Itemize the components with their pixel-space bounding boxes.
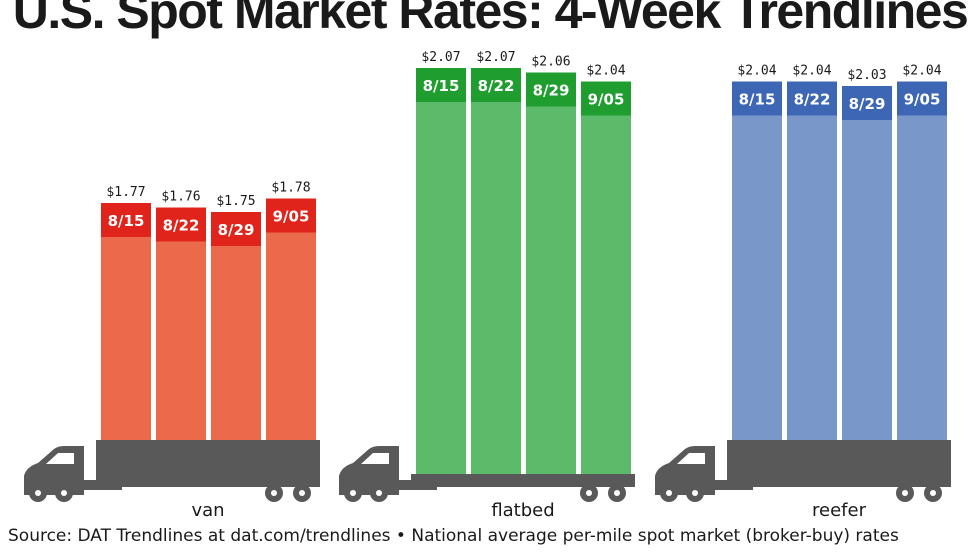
data-label: $2.07 [476, 50, 515, 65]
panel-label: reefer [812, 500, 867, 521]
bar [266, 198, 316, 440]
wheel-hub [376, 490, 382, 496]
flatbed-bar-1: $2.07 8/22 [471, 50, 521, 474]
wheel-hub [271, 490, 277, 496]
category-label: 9/05 [273, 208, 310, 226]
cab-window [46, 453, 74, 464]
bar [211, 212, 261, 440]
trailer [96, 440, 320, 487]
flatbed-bar-0: $2.07 8/15 [416, 50, 466, 474]
data-label: $2.04 [737, 64, 776, 79]
reefer-bar-1: $2.04 8/22 [787, 64, 837, 440]
category-label: 8/29 [218, 221, 255, 239]
wheel-hub [614, 490, 620, 496]
cab-window [361, 453, 389, 464]
wheel-hub [61, 490, 67, 496]
bar [101, 203, 151, 440]
data-label: $2.04 [586, 64, 625, 79]
bar [897, 81, 947, 440]
panel-flatbed: $2.07 8/15 $2.07 8/22 $2.06 8/29 $2.04 9/05 flat… [339, 50, 635, 521]
flatbed-bar-3: $2.04 9/05 [581, 64, 631, 474]
bar [732, 81, 782, 440]
reefer-truck-icon [655, 440, 951, 502]
bar-cap [897, 81, 947, 116]
data-label: $1.75 [216, 194, 255, 209]
bar [787, 81, 837, 440]
van-bar-1: $1.76 8/22 [156, 190, 206, 440]
flatbed-deck [411, 474, 635, 487]
panel-reefer: $2.04 8/15 $2.04 8/22 $2.03 8/29 $2.04 9/05 reef… [655, 64, 951, 521]
wheel-hub [902, 490, 908, 496]
category-label: 8/15 [739, 91, 776, 109]
bar [581, 81, 631, 474]
bar-cap [787, 81, 837, 116]
wheel-hub [692, 490, 698, 496]
bar-cap [266, 198, 316, 233]
category-label: 8/22 [163, 217, 200, 235]
category-label: 9/05 [904, 91, 941, 109]
wheel-hub [35, 490, 41, 496]
category-label: 9/05 [588, 91, 625, 109]
data-label: $2.06 [531, 55, 570, 70]
flatbed-truck-icon [339, 446, 635, 502]
wheel-hub [299, 490, 305, 496]
bar-cap [211, 212, 261, 246]
data-label: $1.77 [106, 185, 145, 200]
van-bar-2: $1.75 8/29 [211, 194, 261, 440]
category-label: 8/22 [794, 91, 831, 109]
panel-label: van [191, 500, 224, 521]
bar-cap [156, 207, 206, 242]
van-truck-icon [24, 440, 320, 502]
wheel-hub [930, 490, 936, 496]
wheel-hub [586, 490, 592, 496]
bar [416, 68, 466, 474]
reefer-bar-2: $2.03 8/29 [842, 68, 892, 440]
cab-window [677, 453, 705, 464]
category-label: 8/15 [423, 77, 460, 95]
data-label: $1.76 [161, 190, 200, 205]
data-label: $2.07 [421, 50, 460, 65]
bar-cap [416, 68, 466, 102]
category-label: 8/22 [478, 77, 515, 95]
trailer [727, 440, 951, 487]
data-label: $2.04 [792, 64, 831, 79]
reefer-bar-3: $2.04 9/05 [897, 64, 947, 440]
bar [842, 86, 892, 440]
wheel-hub [350, 490, 356, 496]
category-label: 8/15 [108, 212, 145, 230]
bar-cap [581, 81, 631, 116]
category-label: 8/29 [849, 95, 886, 113]
bar-cap [101, 203, 151, 237]
bar-cap [732, 81, 782, 116]
bar-cap [526, 72, 576, 107]
bar [471, 68, 521, 474]
panel-van: $1.77 8/15 $1.76 8/22 $1.75 8/29 $1.78 9/05 van [24, 181, 320, 521]
reefer-bar-0: $2.04 8/15 [732, 64, 782, 440]
data-label: $2.04 [902, 64, 941, 79]
chart-title: U.S. Spot Market Rates: 4-Week Trendline… [12, 0, 969, 39]
bar [526, 72, 576, 474]
bar-cap [471, 68, 521, 102]
bar-cap [842, 86, 892, 120]
panel-label: flatbed [491, 500, 554, 521]
data-label: $2.03 [847, 68, 886, 83]
flatbed-bar-2: $2.06 8/29 [526, 55, 576, 474]
van-bar-0: $1.77 8/15 [101, 185, 151, 440]
bar [156, 207, 206, 440]
source-note: Source: DAT Trendlines at dat.com/trendl… [8, 526, 899, 546]
wheel-hub [666, 490, 672, 496]
van-bar-3: $1.78 9/05 [266, 181, 316, 440]
category-label: 8/29 [533, 82, 570, 100]
data-label: $1.78 [271, 181, 310, 196]
